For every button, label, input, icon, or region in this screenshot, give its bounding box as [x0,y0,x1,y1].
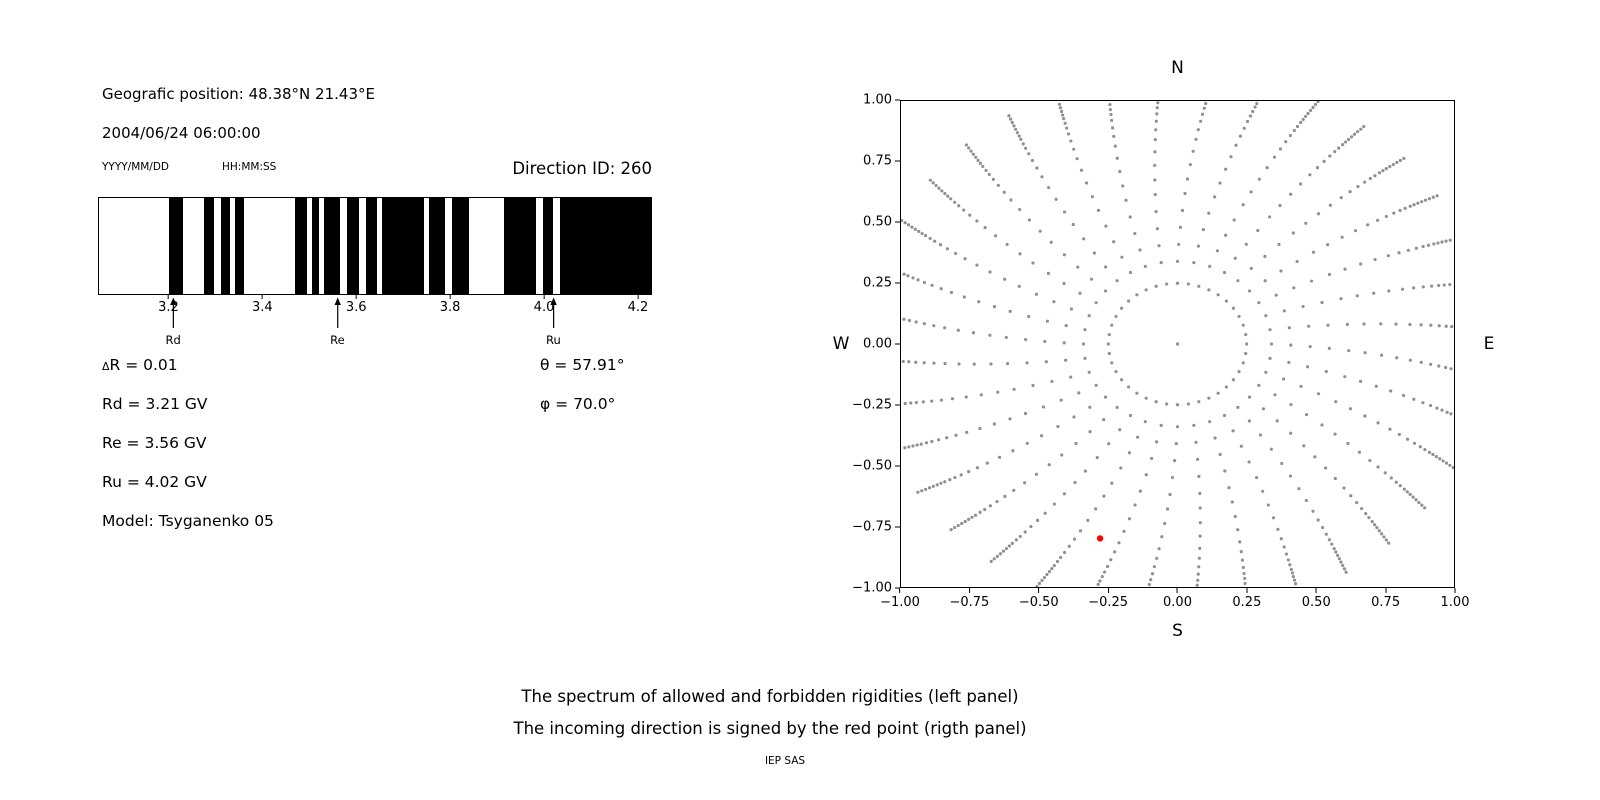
cutoff-marker-label: Ru [546,333,561,347]
delta-symbol: Δ [102,360,110,373]
cutoff-marker-label: Rd [165,333,181,347]
direction-x-tick: 1.00 [1441,588,1469,610]
up-arrow-icon [169,297,177,328]
cutoff-marker-re: Re [330,297,345,347]
direction-x-tick: −0.50 [1019,588,1059,610]
compass-west-label: W [832,334,850,354]
direction-x-tick: 0.00 [1163,588,1192,610]
direction-y-tick: 0.50 [863,215,900,230]
direction-x-tick: 0.50 [1302,588,1331,610]
caption-line-2: The incoming direction is signed by the … [513,719,1027,738]
direction-x-tick: −0.25 [1088,588,1128,610]
direction-x-tick: −1.00 [880,588,920,610]
direction-y-tick: 0.25 [863,276,900,291]
center-dot [1175,342,1180,346]
up-arrow-icon [334,297,341,328]
direction-x-tick: 0.25 [1232,588,1261,610]
rigidity-x-tick: 4.0 [534,295,554,315]
caption-line-1: The spectrum of allowed and forbidden ri… [521,687,1019,706]
up-arrow-icon [550,297,557,328]
date-format-label: YYYY/MM/DD [102,161,170,173]
allowed-band [543,198,553,294]
model-label: Model: Tsyganenko 05 [102,512,274,530]
allowed-band [365,198,378,294]
geo-position-label: Geografic position: 48.38°N 21.43°E [102,85,375,103]
phi-label: φ = 70.0° [540,395,616,413]
allowed-band [559,198,651,294]
direction-y-tick: −0.75 [852,520,900,535]
direction-y-tick: 0.00 [863,337,900,352]
rd-label: Rd = 3.21 GV [102,395,208,413]
allowed-band [323,198,340,294]
rigidity-x-tick: 3.8 [440,295,460,315]
cutoff-marker-ru: Ru [546,297,561,347]
rigidity-spectrum-plot [98,197,652,295]
direction-y-tick: −0.25 [852,398,900,413]
theta-label: θ = 57.91° [540,356,625,374]
rigidity-x-tick: 3.6 [346,295,367,315]
allowed-band [234,198,244,294]
allowed-band [295,198,308,294]
direction-x-tick: −0.75 [949,588,989,610]
incoming-direction-point [1096,535,1104,542]
direction-y-tick: −0.50 [852,459,900,474]
direction-plot [900,100,1455,588]
credit-label: IEP SAS [764,755,806,767]
datetime-label: 2004/06/24 06:00:00 [102,124,261,142]
allowed-band [311,198,319,294]
rigidity-x-tick: 3.4 [252,295,273,315]
allowed-band [346,198,359,294]
direction-y-tick: 0.75 [863,154,900,169]
allowed-band [452,198,469,294]
delta-r-label: ΔR = 0.01 [102,356,178,374]
time-format-label: HH:MM:SS [222,161,277,173]
compass-south-label: S [1172,621,1183,641]
direction-id-label: Direction ID: 260 [512,159,652,178]
direction-x-tick: 0.75 [1371,588,1400,610]
allowed-band [220,198,230,294]
direction-scatter [901,101,1454,587]
rigidity-x-tick: 4.2 [628,295,648,315]
allowed-band [169,198,184,294]
rigidity-bands [99,198,651,294]
delta-value: R = 0.01 [109,356,178,374]
direction-y-tick: −1.00 [852,581,900,596]
allowed-band [428,198,446,294]
compass-east-label: E [1483,334,1495,354]
allowed-band [382,198,425,294]
allowed-band [204,198,214,294]
cutoff-marker-rd: Rd [165,297,181,347]
direction-y-tick: 1.00 [863,93,900,108]
cutoff-marker-label: Re [330,333,345,347]
allowed-band [503,198,537,294]
ru-label: Ru = 4.02 GV [102,473,207,491]
re-label: Re = 3.56 GV [102,434,207,452]
compass-north-label: N [1171,58,1184,78]
